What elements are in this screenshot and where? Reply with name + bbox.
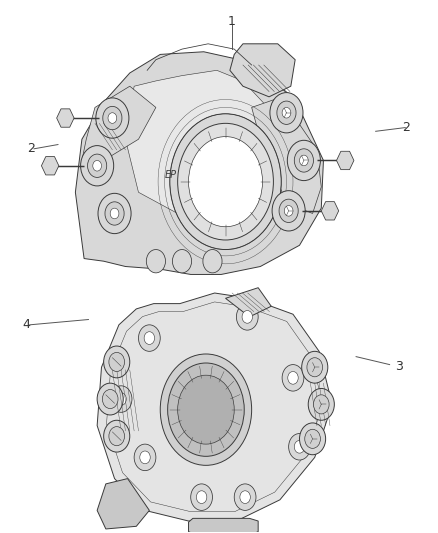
Circle shape [173,249,191,273]
Circle shape [237,304,258,330]
Circle shape [287,140,321,181]
Circle shape [289,433,311,460]
Circle shape [110,208,119,219]
Circle shape [110,386,132,413]
Circle shape [294,149,314,172]
Circle shape [302,351,328,383]
Circle shape [288,372,298,384]
Polygon shape [97,479,149,529]
Text: EP: EP [165,171,177,180]
Polygon shape [230,44,295,97]
Polygon shape [82,86,156,160]
Circle shape [191,484,212,511]
Circle shape [240,491,251,504]
Circle shape [279,199,298,222]
Text: 1: 1 [228,14,236,28]
Circle shape [116,393,126,406]
Circle shape [282,365,304,391]
Circle shape [314,395,329,414]
Text: 4: 4 [22,318,30,332]
Circle shape [178,123,273,240]
Text: 2: 2 [27,142,35,155]
Circle shape [102,390,118,409]
Circle shape [96,98,129,138]
Circle shape [300,423,325,455]
Circle shape [168,363,244,456]
Polygon shape [42,157,59,175]
Circle shape [284,206,293,216]
Circle shape [105,202,124,225]
Polygon shape [321,201,339,220]
Circle shape [81,146,114,186]
Text: 2: 2 [403,121,410,134]
Circle shape [103,107,122,130]
Polygon shape [226,288,271,317]
Circle shape [140,451,150,464]
Circle shape [138,325,160,351]
Circle shape [272,191,305,231]
Polygon shape [125,70,286,214]
Circle shape [196,491,207,504]
Polygon shape [75,52,323,274]
Text: 3: 3 [395,360,403,373]
Circle shape [294,440,305,453]
Circle shape [203,249,222,273]
Circle shape [104,346,130,378]
Circle shape [282,108,291,118]
Polygon shape [252,97,321,214]
Polygon shape [57,109,74,127]
Polygon shape [336,151,354,169]
Circle shape [98,193,131,233]
Circle shape [242,311,253,323]
Polygon shape [97,293,332,521]
Circle shape [88,154,107,177]
Circle shape [270,93,303,133]
Circle shape [308,389,334,420]
Circle shape [146,249,166,273]
Circle shape [277,101,296,124]
Circle shape [144,332,155,344]
Circle shape [97,383,123,415]
Circle shape [170,114,281,249]
Circle shape [108,113,117,123]
Circle shape [134,444,156,471]
Circle shape [93,160,102,171]
Circle shape [109,352,124,372]
Circle shape [305,429,321,448]
Circle shape [160,354,252,465]
Circle shape [188,136,262,227]
Circle shape [178,375,234,444]
Circle shape [307,358,322,377]
Circle shape [300,155,308,166]
Circle shape [234,484,256,511]
Circle shape [104,420,130,452]
Circle shape [109,426,124,446]
Polygon shape [188,519,258,533]
